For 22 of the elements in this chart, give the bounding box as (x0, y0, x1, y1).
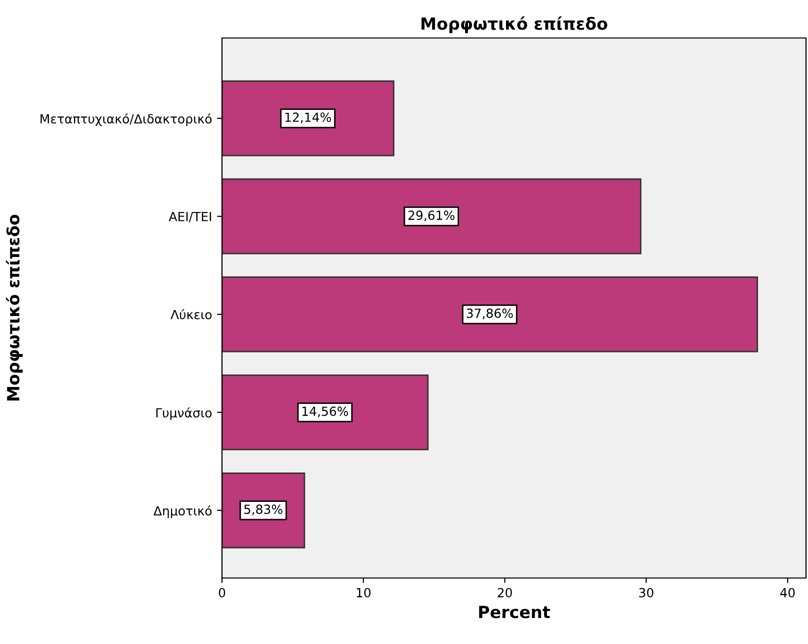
x-tick-label: 30 (639, 588, 654, 598)
bar (222, 374, 429, 450)
data-label: 14,56% (302, 406, 348, 418)
x-tick-label: 40 (780, 588, 795, 598)
y-tick-label: Λύκειο (170, 309, 212, 320)
y-tick-label: Δημοτικό (154, 505, 212, 518)
x-tick-label: 20 (498, 588, 512, 598)
data-label: 29,61% (408, 210, 454, 222)
y-tick-label: ΑΕΙ/ΤΕΙ (168, 212, 212, 222)
y-tick-label: Μεταπτυχιακό/Διδακτορικό (40, 113, 212, 126)
chart-title: Μορφωτικό επίπεδο (422, 16, 608, 34)
bar (222, 178, 642, 254)
data-label: 37,86% (466, 308, 513, 320)
y-tick-label: Γυμνάσιο (156, 407, 212, 420)
data-label: 12,14% (285, 112, 331, 124)
bar (222, 80, 394, 156)
x-tick-label: 0 (218, 588, 226, 598)
x-tick-label: 10 (356, 588, 371, 598)
y-axis-title: Μορφωτικό επίπεδο (6, 214, 23, 400)
x-axis-title: Percent (479, 606, 550, 618)
data-label: 5,83% (244, 504, 282, 516)
bar (222, 276, 758, 352)
